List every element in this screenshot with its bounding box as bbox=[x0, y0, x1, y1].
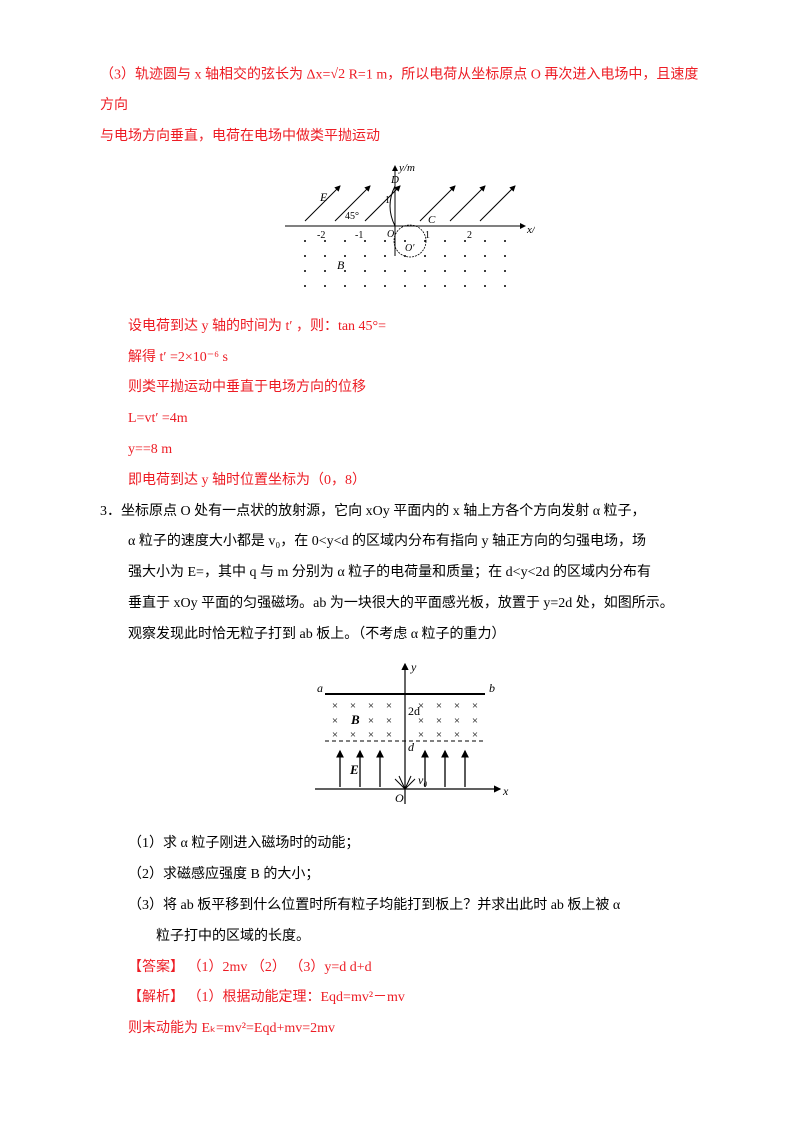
fig1-C: C bbox=[428, 214, 436, 226]
line-4: 解得 t′ =2×10⁻⁶ s bbox=[100, 343, 710, 374]
line-1: （3）轨迹圆与 x 轴相交的弦长为 Δx= bbox=[100, 68, 330, 83]
fig1-D: D bbox=[390, 174, 399, 186]
fig2-x: x bbox=[502, 784, 509, 798]
fig2-v0: v₀ bbox=[418, 773, 428, 787]
line-3: 设电荷到达 y 轴的时间为 t′ ，则：tan 45°= bbox=[100, 312, 710, 343]
svg-text:×: × bbox=[436, 729, 442, 741]
fig2-b: b bbox=[489, 681, 495, 695]
figure-2-field-regions: y x a b ×××××××× ××××××× ×××××××× B 2d d bbox=[100, 659, 710, 822]
svg-text:×: × bbox=[472, 700, 478, 712]
svg-text:1: 1 bbox=[385, 195, 390, 206]
line-2: 与电场方向垂直，电荷在电场中做类平抛运动 bbox=[100, 122, 710, 153]
svg-text:×: × bbox=[436, 700, 442, 712]
line-7: y==8 m bbox=[100, 435, 710, 466]
svg-text:×: × bbox=[368, 715, 374, 727]
fig2-a: a bbox=[317, 681, 323, 695]
fig1-B-label: B bbox=[337, 258, 345, 272]
svg-text:×: × bbox=[454, 700, 460, 712]
q3-l5: 观察发现此时恰无粒子打到 ab 板上。（不考虑 α 粒子的重力） bbox=[100, 620, 710, 651]
fig2-y: y bbox=[410, 660, 417, 674]
q3-sub3a: （3）将 ab 板平移到什么位置时所有粒子均能打到板上？并求出此时 ab 板上被… bbox=[100, 891, 710, 922]
svg-text:×: × bbox=[332, 729, 338, 741]
explain-text: （1）根据动能定理：Eqd=mv²－mv bbox=[188, 990, 405, 1005]
line-8: 即电荷到达 y 轴时位置坐标为（0，8） bbox=[100, 466, 710, 497]
sqrt2: √2 bbox=[330, 60, 345, 91]
answer-text: （1）2mv （2） （3）y=d d+d bbox=[188, 960, 372, 975]
answer-label: 【答案】 bbox=[128, 960, 184, 975]
fig2-E: E bbox=[349, 762, 359, 777]
fig1-xlabel: x/m bbox=[526, 224, 535, 236]
svg-text:×: × bbox=[436, 715, 442, 727]
q3-sub1: （1）求 α 粒子刚进入磁场时的动能； bbox=[100, 829, 710, 860]
svg-text:×: × bbox=[350, 700, 356, 712]
fig2-O: O bbox=[395, 791, 404, 805]
svg-text:×: × bbox=[386, 729, 392, 741]
svg-text:×: × bbox=[472, 715, 478, 727]
svg-text:×: × bbox=[454, 729, 460, 741]
q3-l3: 强大小为 E=，其中 q 与 m 分别为 α 粒子的电荷量和质量；在 d<y<2… bbox=[100, 558, 710, 589]
fig1-O: O bbox=[387, 229, 394, 240]
explain-label: 【解析】 bbox=[128, 990, 184, 1005]
svg-text:×: × bbox=[386, 700, 392, 712]
fig2-B: B bbox=[350, 712, 360, 727]
fig2-2d: 2d bbox=[408, 704, 420, 718]
svg-text:-2: -2 bbox=[317, 230, 325, 241]
line-6: L=vt′ =4m bbox=[100, 404, 710, 435]
svg-text:×: × bbox=[454, 715, 460, 727]
fig1-ylabel: y/m bbox=[398, 162, 415, 174]
svg-text:×: × bbox=[368, 729, 374, 741]
fig2-d: d bbox=[408, 740, 415, 754]
q3-l4: 垂直于 xOy 平面的匀强磁场。ab 为一块很大的平面感光板，放置于 y=2d … bbox=[100, 589, 710, 620]
svg-text:×: × bbox=[350, 729, 356, 741]
fig1-angle: 45° bbox=[345, 211, 359, 222]
q3-l2: α 粒子的速度大小都是 v₀，在 0<y<d 的区域内分布有指向 y 轴正方向的… bbox=[100, 527, 710, 558]
svg-text:-1: -1 bbox=[355, 230, 363, 241]
svg-text:×: × bbox=[386, 715, 392, 727]
q3-head: 3．坐标原点 O 处有一点状的放射源，它向 xOy 平面内的 x 轴上方各个方向… bbox=[100, 497, 710, 528]
ans-last: 则末动能为 Eₖ=mv²=Eqd+mv=2mv bbox=[100, 1014, 710, 1045]
figure-1-trajectory: E 45° x/m y/m -2 -1 1 2 1 B bbox=[100, 161, 710, 304]
fig1-E-label: E bbox=[319, 190, 328, 204]
fig1-Oprime: O′ bbox=[405, 243, 415, 254]
svg-text:×: × bbox=[332, 715, 338, 727]
svg-text:×: × bbox=[418, 729, 424, 741]
svg-text:×: × bbox=[368, 700, 374, 712]
svg-text:2: 2 bbox=[467, 230, 472, 241]
svg-text:1: 1 bbox=[425, 230, 430, 241]
line-5: 则类平抛运动中垂直于电场方向的位移 bbox=[100, 373, 710, 404]
q3-sub3b: 粒子打中的区域的长度。 bbox=[100, 922, 710, 953]
q3-sub2: （2）求磁感应强度 B 的大小； bbox=[100, 860, 710, 891]
svg-text:×: × bbox=[332, 700, 338, 712]
svg-text:×: × bbox=[472, 729, 478, 741]
